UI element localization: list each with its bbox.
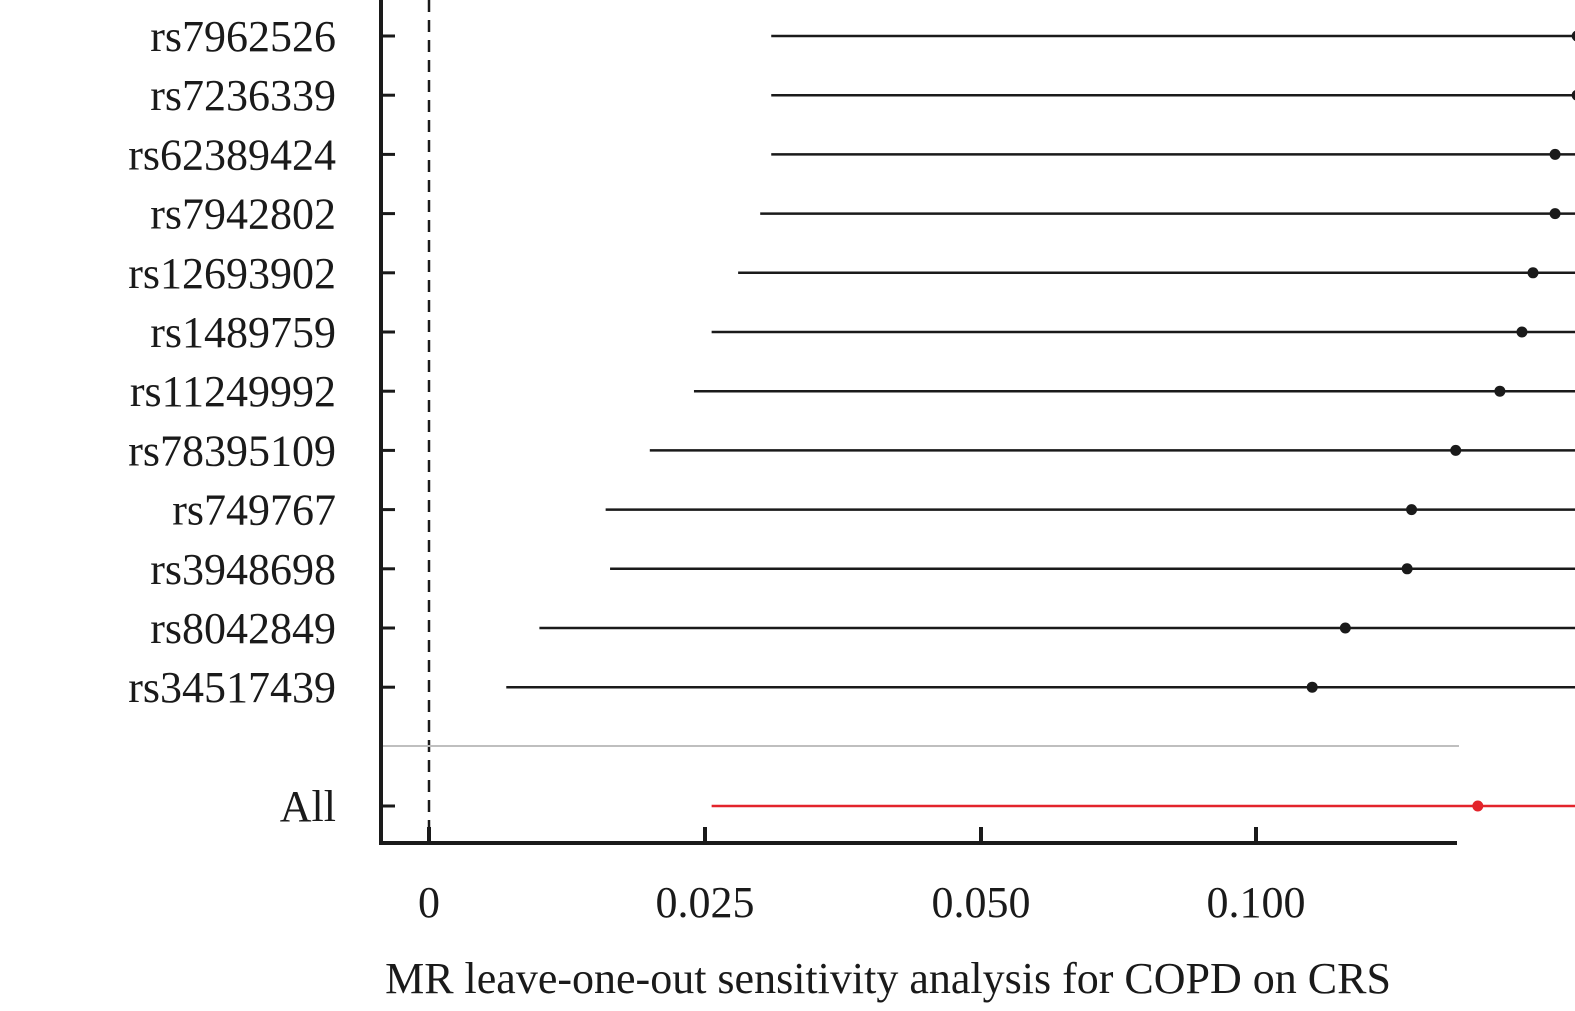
snp-label: rs1489759 xyxy=(150,308,336,357)
snp-label: rs7236339 xyxy=(150,71,336,120)
snp-row: rs11249992 xyxy=(130,367,1575,416)
snp-label: rs7942802 xyxy=(150,190,336,239)
snp-row: rs7942802 xyxy=(150,190,1575,239)
snp-row: rs62389424 xyxy=(128,130,1575,179)
point-estimate xyxy=(1450,444,1462,456)
snp-label: rs8042849 xyxy=(150,604,336,653)
overall-row: All xyxy=(280,782,1575,831)
snp-row: rs7236339 xyxy=(150,71,1575,120)
x-tick-label: 0.025 xyxy=(656,878,755,927)
point-estimate xyxy=(1571,30,1575,42)
overall-estimate: All xyxy=(280,782,1575,831)
snp-label: rs3948698 xyxy=(150,545,336,594)
point-estimate xyxy=(1516,326,1528,338)
x-axis-title: MR leave-one-out sensitivity analysis fo… xyxy=(385,954,1391,1003)
point-estimate xyxy=(1571,90,1575,101)
snp-label: rs78395109 xyxy=(128,426,336,475)
x-tick-label: 0 xyxy=(418,878,440,927)
x-tick-label: 0.050 xyxy=(932,878,1031,927)
point-estimate xyxy=(1339,622,1351,634)
snp-row: rs1489759 xyxy=(150,308,1575,357)
snp-row: rs3948698 xyxy=(150,545,1575,594)
x-tick-label: 0.100 xyxy=(1207,878,1306,927)
axes: 0 0.025 0.050 0.100 xyxy=(379,0,1457,927)
point-estimate xyxy=(1306,681,1318,693)
snp-label: rs7962526 xyxy=(150,12,336,61)
point-estimate xyxy=(1549,208,1561,220)
snp-label: rs11249992 xyxy=(130,367,336,416)
snp-row: rs12693902 xyxy=(128,249,1575,298)
point-estimate xyxy=(1401,563,1413,575)
snp-label: rs12693902 xyxy=(128,249,336,298)
snp-label: rs62389424 xyxy=(128,130,336,179)
point-estimate xyxy=(1494,385,1506,397)
point-estimate xyxy=(1406,504,1418,516)
snp-rows: rs7962526 rs7236339 rs62389424 rs7942802 rs1… xyxy=(128,12,1575,712)
point-estimate xyxy=(1527,267,1539,279)
snp-row: rs34517439 xyxy=(128,663,1575,712)
point-estimate xyxy=(1472,800,1484,812)
overall-label: All xyxy=(280,782,336,831)
snp-row: rs7962526 xyxy=(150,12,1575,61)
plot-area xyxy=(381,0,1459,843)
snp-row: rs78395109 xyxy=(128,426,1575,475)
snp-label: rs749767 xyxy=(172,486,336,535)
snp-row: rs8042849 xyxy=(150,604,1575,653)
snp-row: rs749767 xyxy=(172,486,1575,535)
snp-label: rs34517439 xyxy=(128,663,336,712)
point-estimate xyxy=(1549,148,1561,160)
